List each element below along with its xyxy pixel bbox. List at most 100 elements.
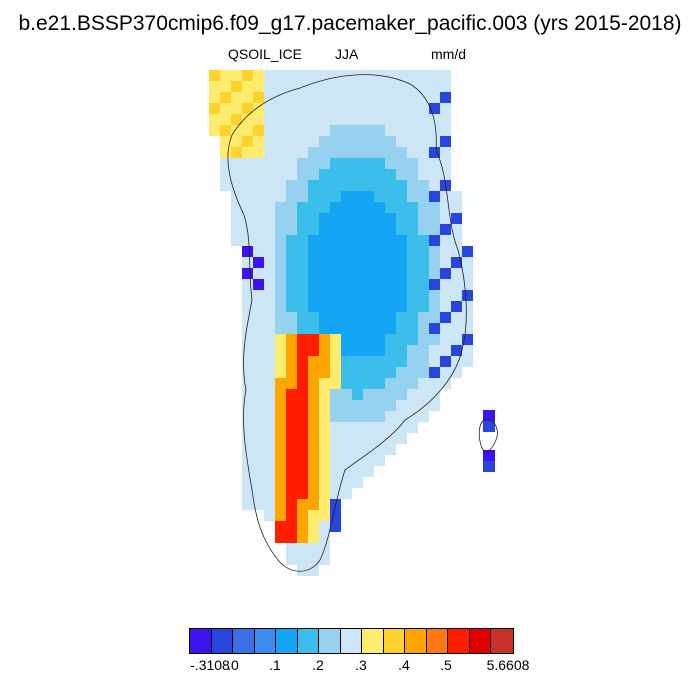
grid-cell <box>275 169 286 180</box>
grid-cell <box>286 356 297 367</box>
grid-cell <box>440 235 451 246</box>
grid-cell <box>396 323 407 334</box>
grid-cell <box>319 367 330 378</box>
grid-cell <box>352 334 363 345</box>
grid-cell <box>330 224 341 235</box>
grid-cell <box>374 114 385 125</box>
grid-cell <box>286 224 297 235</box>
grid-cell <box>396 169 407 180</box>
grid-cell <box>429 400 440 411</box>
grid-cell <box>429 345 440 356</box>
grid-cell <box>385 312 396 323</box>
grid-cell <box>429 356 440 367</box>
grid-cell <box>418 323 429 334</box>
grid-cell <box>297 246 308 257</box>
grid-cell <box>363 290 374 301</box>
grid-cell <box>396 422 407 433</box>
grid-cell <box>330 180 341 191</box>
plot-title: b.e21.BSSP370cmip6.f09_g17.pacemaker_pac… <box>18 12 682 35</box>
grid-cell <box>319 345 330 356</box>
grid-cell <box>319 323 330 334</box>
colorbar-tick-label: -.3108 <box>190 657 230 673</box>
grid-cell <box>407 114 418 125</box>
grid-cell <box>440 103 451 114</box>
grid-cell <box>319 290 330 301</box>
grid-cell <box>407 103 418 114</box>
grid-cell <box>341 477 352 488</box>
colorbar-box <box>297 629 319 653</box>
grid-cell <box>308 345 319 356</box>
grid-cell <box>319 92 330 103</box>
grid-cell <box>363 301 374 312</box>
grid-cell <box>231 213 242 224</box>
grid-cell <box>396 290 407 301</box>
grid-cell <box>297 334 308 345</box>
grid-cell <box>341 213 352 224</box>
grid-cell <box>451 290 462 301</box>
grid-cell <box>297 202 308 213</box>
grid-cell <box>242 268 253 279</box>
grid-cell <box>209 103 220 114</box>
grid-cell <box>308 279 319 290</box>
grid-cell <box>264 367 275 378</box>
grid-cell <box>396 433 407 444</box>
grid-cell <box>231 158 242 169</box>
grid-cell <box>363 367 374 378</box>
grid-cell <box>297 411 308 422</box>
grid-cell <box>297 312 308 323</box>
grid-cell <box>308 532 319 543</box>
grid-cell <box>363 323 374 334</box>
grid-cell <box>396 70 407 81</box>
colorbar-tick-label: 5.6608 <box>486 657 530 673</box>
grid-cell <box>396 334 407 345</box>
grid-cell <box>308 466 319 477</box>
grid-cell <box>483 450 495 461</box>
grid-cell <box>352 158 363 169</box>
grid-cell <box>385 191 396 202</box>
grid-cell <box>297 70 308 81</box>
grid-cell <box>242 433 253 444</box>
colorbar-box <box>491 629 513 653</box>
grid-cell <box>330 125 341 136</box>
grid-cell <box>297 191 308 202</box>
grid-cell <box>286 301 297 312</box>
grid-cell <box>429 158 440 169</box>
grid-cell <box>363 378 374 389</box>
grid-cell <box>275 92 286 103</box>
grid-cell <box>242 290 253 301</box>
grid-cell <box>462 279 473 290</box>
grid-cell <box>352 312 363 323</box>
grid-cell <box>242 466 253 477</box>
grid-cell <box>242 213 253 224</box>
grid-cell <box>275 301 286 312</box>
grid-cell <box>220 103 231 114</box>
grid-cell <box>363 92 374 103</box>
colorbar-tick-label: .2 <box>312 657 324 673</box>
grid-cell <box>264 422 275 433</box>
grid-cell <box>341 488 352 499</box>
grid-cell <box>374 224 385 235</box>
grid-cell <box>363 455 374 466</box>
grid-cell <box>385 345 396 356</box>
grid-cell <box>275 532 286 543</box>
grid-cell <box>418 400 429 411</box>
grid-cell <box>275 279 286 290</box>
grid-cell <box>209 92 220 103</box>
grid-cell <box>396 235 407 246</box>
grid-cell <box>363 136 374 147</box>
grid-cell <box>253 70 264 81</box>
grid-cell <box>374 312 385 323</box>
grid-cell <box>242 400 253 411</box>
grid-cell <box>308 422 319 433</box>
grid-cell <box>385 114 396 125</box>
grid-cell <box>396 400 407 411</box>
grid-cell <box>319 334 330 345</box>
grid-cell <box>286 444 297 455</box>
grid-cell <box>341 422 352 433</box>
grid-cell <box>330 235 341 246</box>
grid-cell <box>308 246 319 257</box>
grid-cell <box>209 81 220 92</box>
grid-cell <box>275 499 286 510</box>
grid-cell <box>330 103 341 114</box>
grid-cell <box>330 191 341 202</box>
